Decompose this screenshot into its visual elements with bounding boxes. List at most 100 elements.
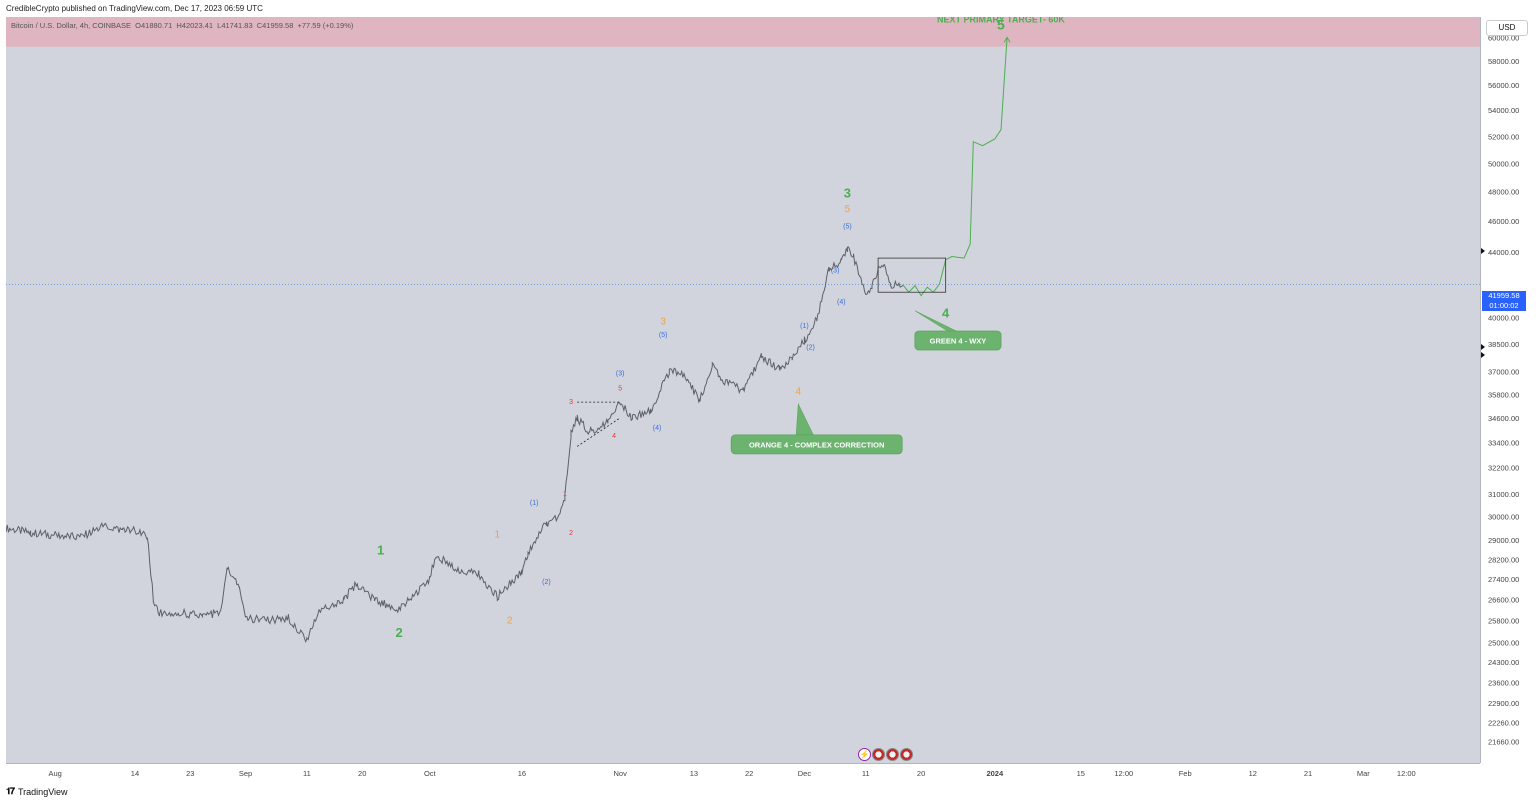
wave-label: (5) (659, 332, 668, 339)
time-tick-label: 11 (862, 769, 870, 778)
time-tick-label: Aug (48, 769, 61, 778)
price-tick-label: 60000.00 (1488, 33, 1519, 42)
triangle-lower-line (576, 417, 621, 447)
legend-change: +77.59 (+0.19%) (297, 21, 354, 30)
axis-marker (1481, 248, 1485, 254)
time-tick-label: Feb (1179, 769, 1192, 778)
callout-box (914, 330, 1002, 351)
price-tick-label: 23600.00 (1488, 678, 1519, 687)
price-tick-label: 38500.00 (1488, 340, 1519, 349)
time-tick-label: 11 (303, 769, 311, 778)
consolidation-box (877, 257, 947, 293)
price-axis[interactable]: 60000.00 58000.00 56000.00 54000.00 52000.00… (1480, 17, 1536, 763)
price-axis-ticks: 60000.00 58000.00 56000.00 54000.00 52000.00… (1481, 33, 1519, 747)
price-tick-label: 56000.00 (1488, 81, 1519, 90)
price-tick-label: 37000.00 (1488, 368, 1519, 377)
time-tick-label: 2024 (986, 769, 1004, 778)
wave-label: (1) (530, 500, 539, 507)
wave-label: 4 (942, 306, 950, 321)
price-tick-label: 29000.00 (1488, 536, 1519, 545)
price-tick-label: 21660.00 (1488, 738, 1519, 747)
target-zone (6, 17, 1480, 47)
price-tick-label: 26600.00 (1488, 596, 1519, 605)
price-tick-label: 34600.00 (1488, 414, 1519, 423)
price-tick-label: 27400.00 (1488, 575, 1519, 584)
wave-label: 4 (795, 386, 801, 397)
price-tick-label: 48000.00 (1488, 188, 1519, 197)
wave-label: 1 (377, 542, 384, 557)
time-tick-label: 23 (186, 769, 194, 778)
legend-open: O41880.71 (135, 21, 173, 30)
callout-label: ORANGE 4 - COMPLEX CORRECTION (749, 440, 884, 449)
wave-label: 4 (612, 433, 616, 440)
callout-pointer (795, 402, 814, 436)
event-icons[interactable]: ⚡ (858, 748, 913, 761)
price-tick-label: 31000.00 (1488, 490, 1519, 499)
wave-label: 2 (395, 625, 402, 640)
price-tick-label: 30000.00 (1488, 512, 1519, 521)
price-tick-label: 35800.00 (1488, 390, 1519, 399)
us-flag-icon[interactable] (872, 748, 885, 761)
current-price-tag: 41959.58 01:00:02 (1482, 291, 1526, 311)
wave-label: 3 (569, 399, 573, 406)
price-series-line (6, 246, 903, 644)
callout-label: GREEN 4 - WXY (930, 336, 987, 345)
time-tick-label: Oct (424, 769, 437, 778)
time-tick-label: 16 (518, 769, 526, 778)
axis-marker (1481, 352, 1485, 358)
lightning-icon[interactable]: ⚡ (858, 748, 871, 761)
wave-label: (2) (806, 344, 815, 351)
time-tick-label: 12:00 (1114, 769, 1133, 778)
time-tick-label: 21 (1304, 769, 1312, 778)
projection-series-line (902, 37, 1008, 297)
currency-label[interactable]: USD (1486, 20, 1528, 36)
price-tick-label: 33400.00 (1488, 438, 1519, 447)
price-tick-label: 22260.00 (1488, 719, 1519, 728)
price-tick-label: 24300.00 (1488, 658, 1519, 667)
price-tick-label: 22900.00 (1488, 699, 1519, 708)
price-chart[interactable]: ORANGE 4 - COMPLEX CORRECTION GREEN 4 - W… (6, 17, 1480, 763)
price-tick-label: 32200.00 (1488, 464, 1519, 473)
us-flag-icon[interactable] (900, 748, 913, 761)
callout-pointer (914, 310, 957, 332)
footer-brand: TradingView (18, 786, 68, 797)
bar-countdown: 01:00:02 (1489, 301, 1519, 310)
wave-label: NEXT PRIMARY TARGET- 60K (937, 17, 1065, 25)
time-axis-ticks: Aug 14 23 Sep 11 20 Oct 16 Nov 13 22 Dec 11 20 2024 15 1… (48, 769, 1416, 778)
time-tick-label: 22 (745, 769, 753, 778)
footer: 𝟏𝟕 TradingView (6, 786, 68, 797)
price-tick-label: 25800.00 (1488, 617, 1519, 626)
time-axis[interactable]: Aug 14 23 Sep 11 20 Oct 16 Nov 13 22 Dec 11 20 2024 15 1… (6, 763, 1480, 782)
wave-label: 5 (618, 385, 622, 392)
time-tick-label: 13 (690, 769, 698, 778)
price-tick-label: 44000.00 (1488, 248, 1519, 257)
price-tick-label: 52000.00 (1488, 132, 1519, 141)
wave-label: (3) (831, 268, 840, 275)
wave-label: (4) (653, 425, 662, 432)
wave-label: 5 (845, 204, 851, 215)
legend-close: C41959.58 (256, 21, 294, 30)
wave-label: (5) (843, 224, 852, 231)
chart-area[interactable]: ORANGE 4 - COMPLEX CORRECTION GREEN 4 - W… (6, 17, 1480, 763)
axis-marker (1481, 344, 1485, 350)
price-tick-label: 46000.00 (1488, 217, 1519, 226)
time-tick-label: 20 (917, 769, 925, 778)
wave-label: 3 (660, 317, 666, 328)
price-tick-label: 40000.00 (1488, 314, 1519, 323)
wave-label: 1 (563, 491, 567, 498)
time-tick-label: Sep (239, 769, 252, 778)
wave-label: (1) (800, 323, 809, 330)
price-tick-label: 50000.00 (1488, 159, 1519, 168)
time-tick-label: 12:00 (1397, 769, 1416, 778)
callout-box (730, 434, 903, 455)
projection-arrowhead (1003, 36, 1011, 43)
time-tick-label: 12 (1249, 769, 1257, 778)
current-price-value: 41959.58 (1488, 291, 1520, 300)
us-flag-icon[interactable] (886, 748, 899, 761)
wave-label: (4) (837, 299, 846, 306)
legend-low: L41741.83 (217, 21, 253, 30)
time-tick-label: Dec (798, 769, 812, 778)
time-tick-label: Mar (1357, 769, 1370, 778)
time-tick-label: Nov (613, 769, 627, 778)
wave-label: (3) (616, 370, 625, 377)
